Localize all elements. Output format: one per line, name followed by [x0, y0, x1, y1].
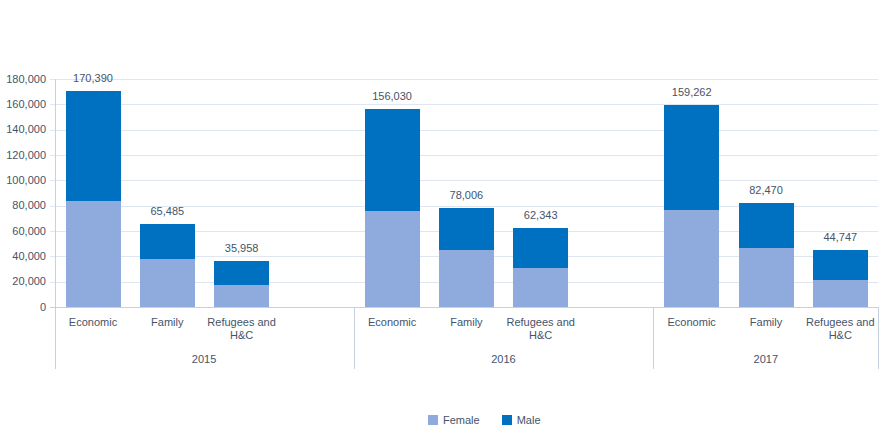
y-axis-tick-label: 0 — [0, 301, 46, 314]
legend-item-male: Male — [502, 414, 541, 426]
bar-total-data-label: 156,030 — [347, 90, 437, 103]
x-axis-line — [50, 307, 878, 308]
stacked-bar-chart: 0 20,000 40,000 60,000 80,000 100,000 120,000 1… — [0, 0, 883, 435]
x-axis-year-label: 2015 — [174, 353, 234, 366]
bar-segment-male — [664, 105, 719, 210]
y-axis-tick-label: 160,000 — [0, 98, 46, 111]
legend-label-female: Female — [443, 414, 480, 426]
gridline — [50, 104, 878, 105]
y-axis-tick-label: 40,000 — [0, 250, 46, 263]
bar-segment-female — [140, 259, 195, 307]
bar-segment-female — [739, 248, 794, 307]
bar-segment-male — [739, 203, 794, 249]
y-axis-tick-label: 100,000 — [0, 174, 46, 187]
legend-label-male: Male — [517, 414, 541, 426]
bar-segment-female — [66, 201, 121, 307]
bar-total-data-label: 78,006 — [421, 189, 511, 202]
bar-total-data-label: 170,390 — [48, 72, 138, 85]
bar-total-data-label: 65,485 — [122, 205, 212, 218]
bar-segment-male — [140, 224, 195, 259]
y-axis-tick-label: 140,000 — [0, 123, 46, 136]
gridline — [50, 130, 878, 131]
x-axis-category-label: Refugees and H&C — [196, 316, 288, 342]
bar-segment-female — [813, 280, 868, 307]
chart-legend: Female Male — [428, 414, 541, 426]
bar-segment-female — [214, 285, 269, 307]
bar-total-data-label: 62,343 — [496, 209, 586, 222]
bar-segment-male — [513, 228, 568, 268]
bar-total-data-label: 35,958 — [197, 242, 287, 255]
bar-segment-female — [513, 268, 568, 307]
female-swatch-icon — [428, 415, 438, 425]
gridline — [50, 79, 878, 80]
bar-segment-male — [365, 109, 420, 210]
x-axis-category-label: Refugees and H&C — [495, 316, 587, 342]
x-axis-category-label: Refugees and H&C — [794, 316, 883, 342]
y-axis-tick-label: 180,000 — [0, 73, 46, 86]
y-axis-tick-label: 120,000 — [0, 149, 46, 162]
bar-segment-female — [365, 211, 420, 307]
bar-segment-male — [439, 208, 494, 250]
bar-segment-male — [66, 91, 121, 200]
gridline — [50, 155, 878, 156]
bar-total-data-label: 82,470 — [721, 184, 811, 197]
male-swatch-icon — [502, 415, 512, 425]
y-axis-tick-label: 60,000 — [0, 225, 46, 238]
bar-segment-male — [813, 250, 868, 280]
bar-total-data-label: 159,262 — [647, 86, 737, 99]
bar-segment-male — [214, 261, 269, 285]
legend-item-female: Female — [428, 414, 480, 426]
bar-segment-female — [439, 250, 494, 307]
x-axis-year-label: 2016 — [473, 353, 533, 366]
y-axis-tick-label: 80,000 — [0, 199, 46, 212]
gridline — [50, 180, 878, 181]
x-axis-year-label: 2017 — [736, 353, 796, 366]
y-axis-tick-label: 20,000 — [0, 275, 46, 288]
bar-segment-female — [664, 210, 719, 307]
bar-total-data-label: 44,747 — [795, 231, 883, 244]
